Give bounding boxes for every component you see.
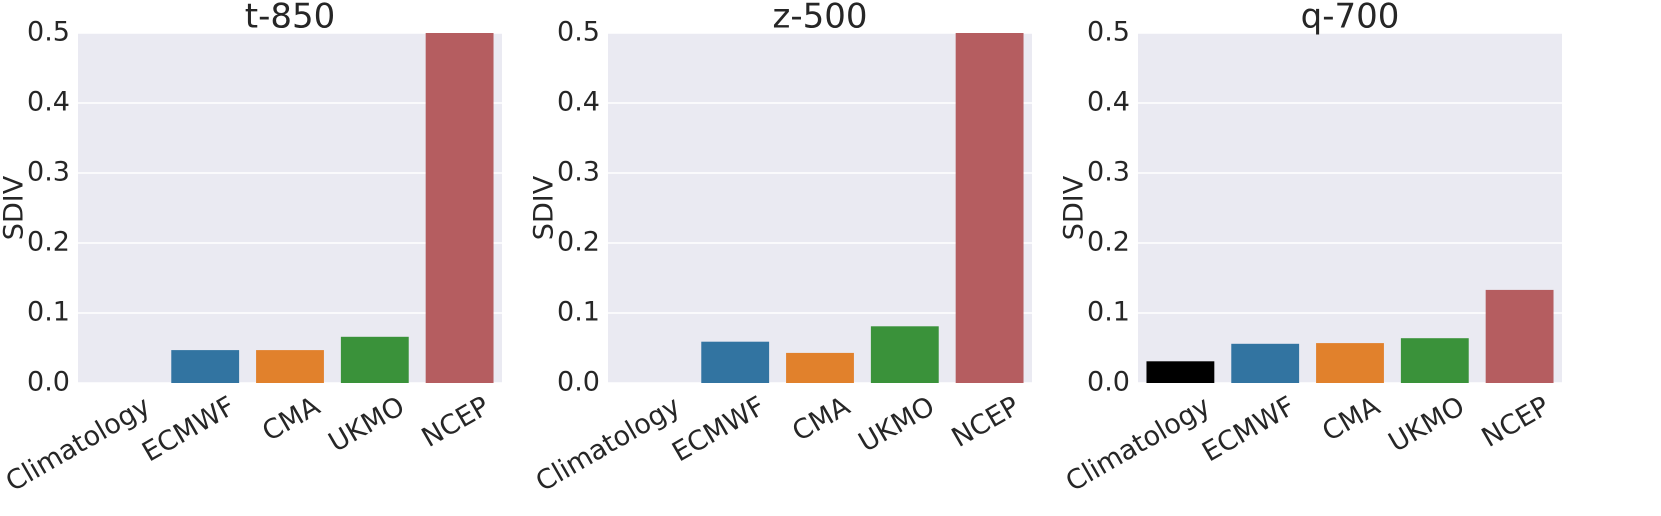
x-tick-label: Climatology xyxy=(531,391,686,498)
x-tick-label: ECMWF xyxy=(667,391,770,469)
bar xyxy=(171,350,240,383)
y-tick-label: 0.1 xyxy=(27,297,70,328)
x-tick-label: UKMO xyxy=(324,391,411,459)
x-tick-label: CMA xyxy=(1317,390,1385,447)
y-tick-label: 0.0 xyxy=(557,367,600,398)
x-tick-label: CMA xyxy=(787,390,855,447)
bar xyxy=(340,336,409,383)
y-axis-label: SDIV xyxy=(0,175,30,240)
x-tick-label: ECMWF xyxy=(1197,391,1300,469)
y-tick-label: 0.1 xyxy=(1087,297,1130,328)
bar xyxy=(1400,338,1469,383)
y-tick-label: 0.5 xyxy=(1087,17,1130,48)
x-tick-label: CMA xyxy=(257,390,325,447)
bar xyxy=(1485,289,1554,383)
y-tick-label: 0.0 xyxy=(1087,367,1130,398)
x-tick-label: NCEP xyxy=(417,391,495,454)
bar xyxy=(1146,361,1215,383)
y-tick-label: 0.3 xyxy=(27,157,70,188)
y-tick-label: 0.4 xyxy=(27,87,70,118)
bar xyxy=(256,350,324,383)
y-axis-label: SDIV xyxy=(1059,175,1090,240)
y-tick-label: 0.3 xyxy=(557,157,600,188)
chart-title: z-500 xyxy=(772,0,867,37)
bar xyxy=(786,352,854,383)
bar xyxy=(1316,343,1384,383)
bar xyxy=(1231,343,1300,383)
x-tick-label: UKMO xyxy=(854,391,941,459)
y-tick-label: 0.5 xyxy=(557,17,600,48)
x-tick-label: NCEP xyxy=(947,391,1025,454)
x-tick-label: NCEP xyxy=(1477,391,1555,454)
bar xyxy=(425,33,494,383)
y-tick-label: 0.4 xyxy=(557,87,600,118)
x-tick-label: Climatology xyxy=(1,391,156,498)
y-tick-label: 0.5 xyxy=(27,17,70,48)
x-tick-label: Climatology xyxy=(1061,391,1216,498)
y-tick-label: 0.1 xyxy=(557,297,600,328)
x-tick-label: UKMO xyxy=(1384,391,1471,459)
chart-title: q-700 xyxy=(1301,0,1400,37)
y-tick-label: 0.2 xyxy=(27,227,70,258)
y-tick-label: 0.0 xyxy=(27,367,70,398)
y-tick-label: 0.3 xyxy=(1087,157,1130,188)
chart-title: t-850 xyxy=(245,0,336,37)
y-tick-label: 0.2 xyxy=(1087,227,1130,258)
y-tick-label: 0.4 xyxy=(1087,87,1130,118)
x-tick-label: ECMWF xyxy=(137,391,240,469)
y-tick-label: 0.2 xyxy=(557,227,600,258)
bar xyxy=(870,326,939,383)
bar xyxy=(955,33,1024,383)
y-axis-label: SDIV xyxy=(529,175,560,240)
bar xyxy=(701,341,770,383)
